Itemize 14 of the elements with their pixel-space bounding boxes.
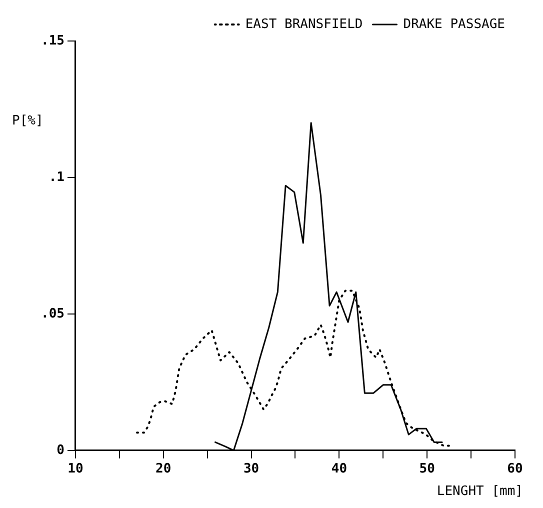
x-tick-label: 30 bbox=[243, 462, 260, 477]
legend-label: EAST BRANSFIELD bbox=[245, 16, 363, 32]
y-axis-title: P[%] bbox=[12, 113, 44, 128]
y-tick-label: 0 bbox=[56, 442, 65, 458]
x-tick-label: 20 bbox=[156, 462, 172, 477]
legend-label: DRAKE PASSAGE bbox=[403, 16, 506, 32]
x-axis-title: LENGHT [mm] bbox=[436, 484, 523, 499]
x-tick-label: 50 bbox=[419, 462, 436, 477]
y-tick-label: .05 bbox=[40, 306, 64, 322]
y-tick-label: .1 bbox=[48, 170, 65, 185]
x-tick-label: 60 bbox=[507, 462, 523, 477]
y-tick-label: .15 bbox=[40, 33, 64, 48]
x-tick-label: 40 bbox=[331, 462, 348, 477]
x-tick-label: 10 bbox=[68, 462, 84, 477]
